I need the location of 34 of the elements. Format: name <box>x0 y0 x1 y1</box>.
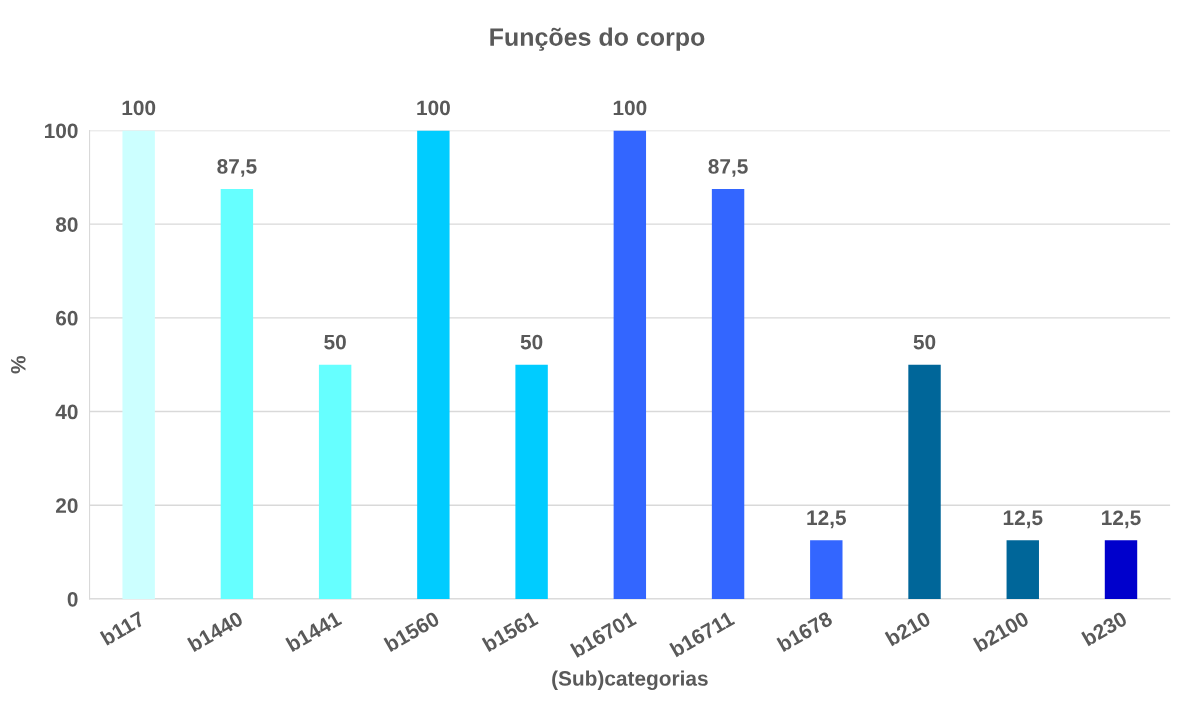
bar <box>515 364 548 599</box>
y-tick-label: 100 <box>44 123 78 139</box>
chart-title: Funções do corpo <box>490 27 705 51</box>
x-tick-label: b117 <box>99 610 146 646</box>
bar <box>1006 540 1039 599</box>
bar <box>318 364 352 599</box>
bar <box>810 540 843 599</box>
x-tick-label: b230 <box>1081 610 1128 647</box>
data-label: 87,5 <box>217 159 257 177</box>
x-tick-label: b210 <box>884 610 932 647</box>
y-tick-label: 80 <box>55 217 78 232</box>
data-label: 100 <box>417 100 450 116</box>
bar <box>417 130 450 599</box>
x-axis-title: (Sub)categorias <box>552 670 708 691</box>
data-label: 50 <box>913 334 936 350</box>
y-tick-label: 60 <box>56 310 78 326</box>
y-tick-label: 0 <box>67 591 78 607</box>
data-label: 87,5 <box>708 159 748 177</box>
data-label: 12,5 <box>807 510 846 529</box>
bar <box>711 189 745 599</box>
bar <box>122 130 155 599</box>
data-label: 100 <box>122 100 156 116</box>
data-label: 12,5 <box>1003 510 1043 529</box>
data-label: 12,5 <box>1102 510 1141 529</box>
bar <box>613 130 647 599</box>
data-label: 100 <box>613 100 647 116</box>
y-axis-title: % <box>10 355 26 374</box>
data-label: 50 <box>520 334 543 350</box>
y-tick-label: 40 <box>55 404 78 420</box>
data-label: 50 <box>324 334 346 350</box>
bar <box>220 189 254 599</box>
bar <box>1104 540 1138 599</box>
bar <box>908 364 941 599</box>
y-tick-label: 20 <box>55 498 78 513</box>
